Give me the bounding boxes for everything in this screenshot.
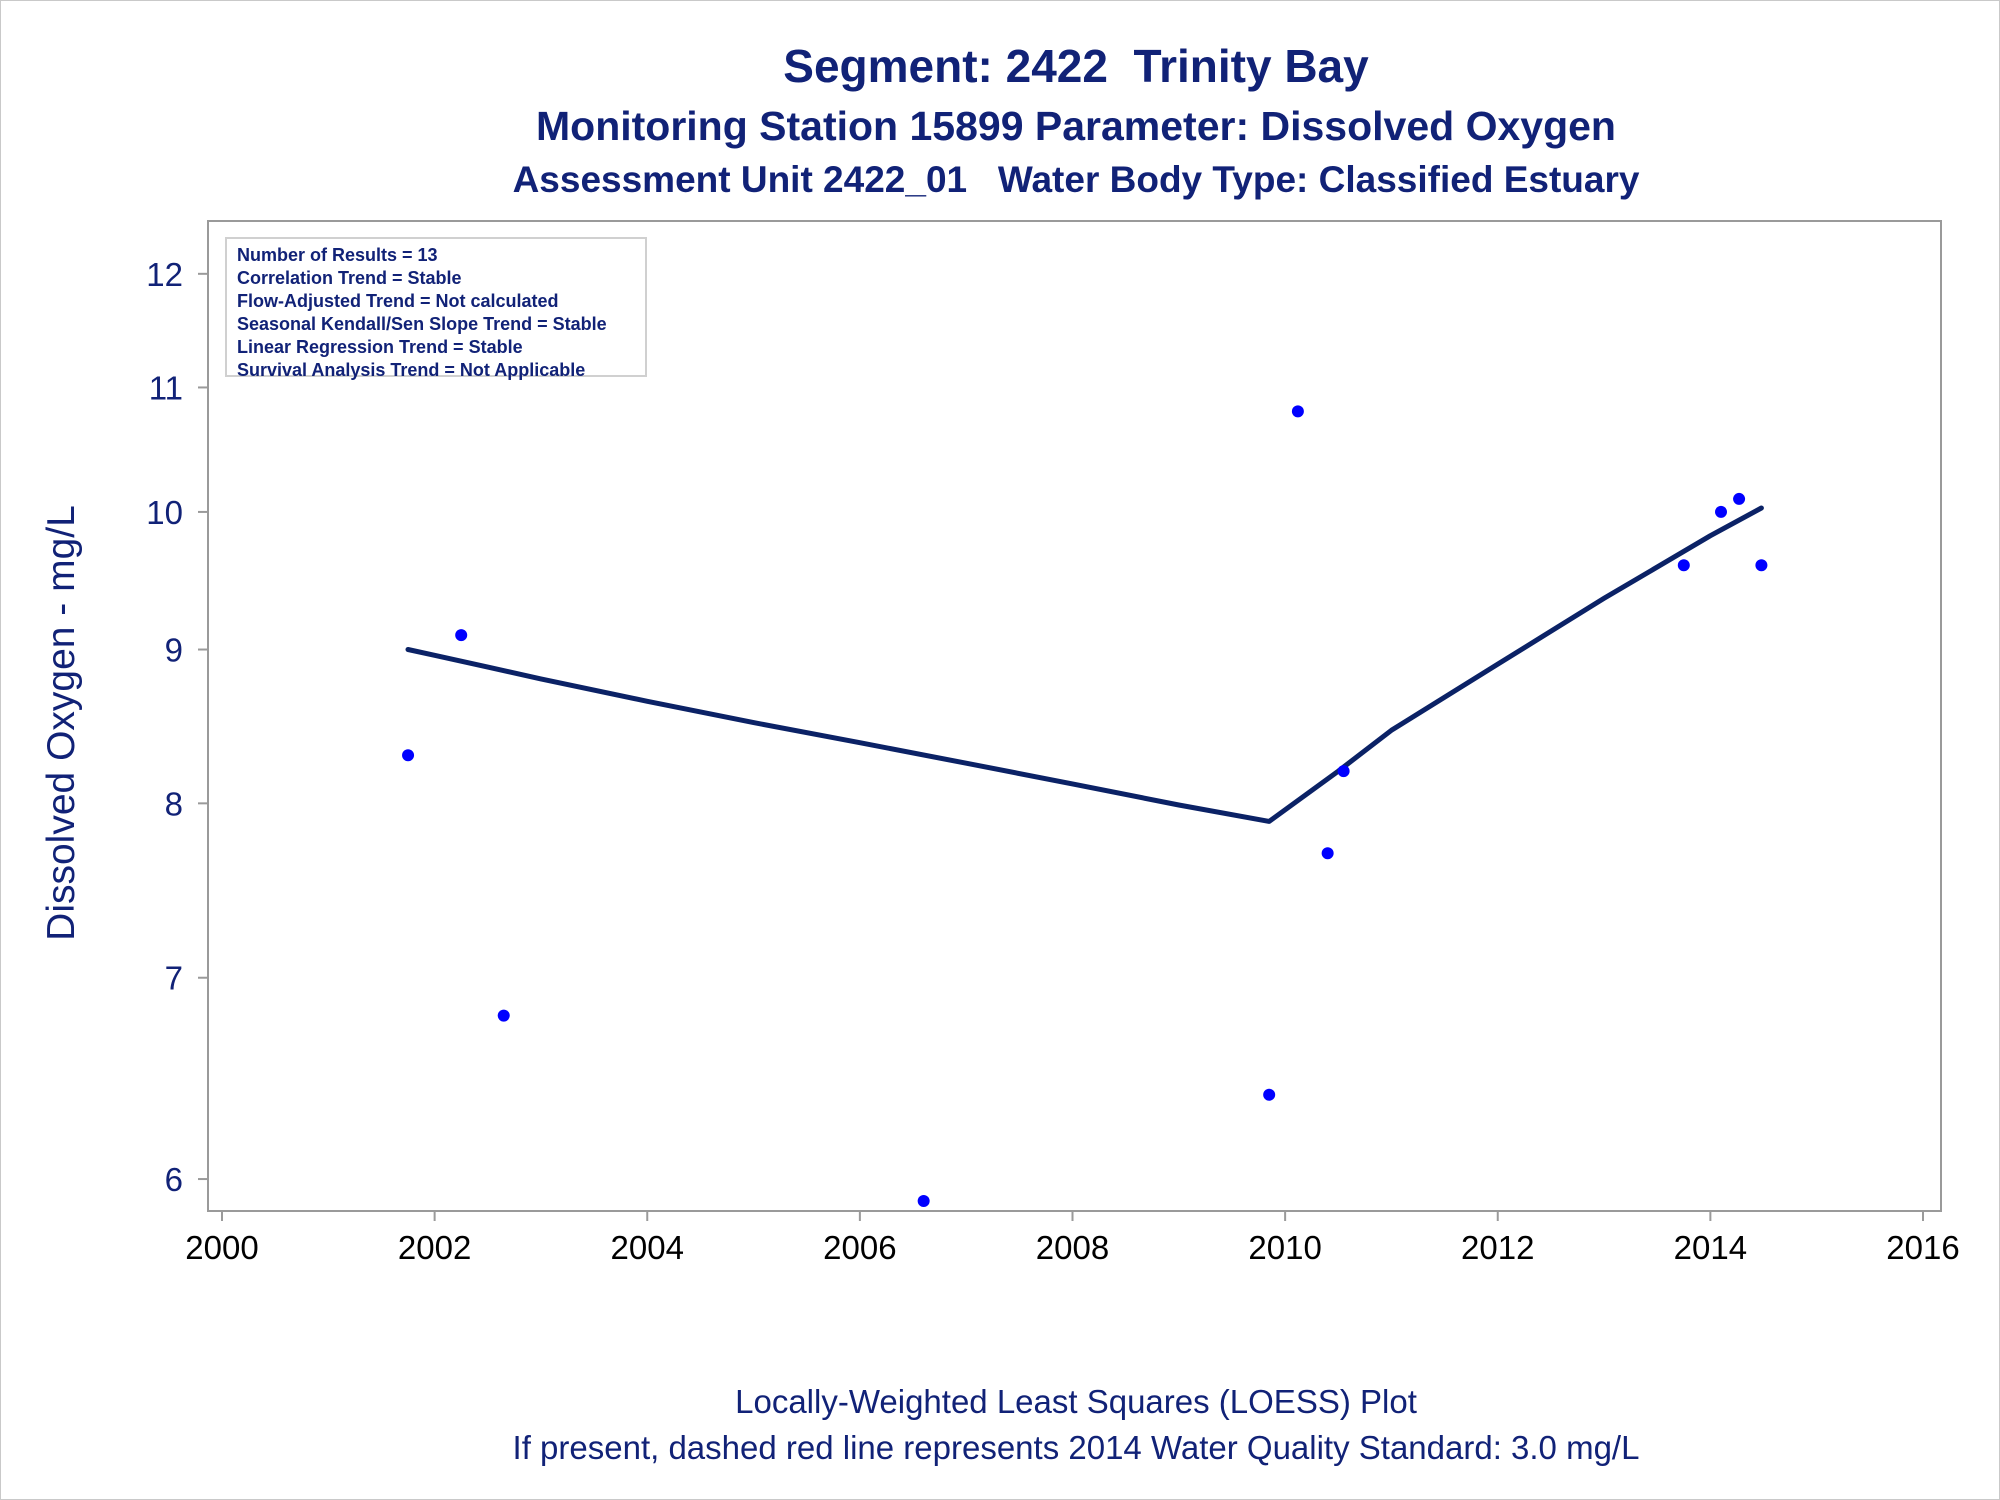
data-point [402, 749, 415, 762]
stats-line: Survival Analysis Trend = Not Applicable [237, 360, 586, 380]
y-axis-label: Dissolved Oxygen - mg/L [40, 505, 83, 941]
data-point [1755, 559, 1768, 572]
x-tick-label: 2008 [1036, 1229, 1109, 1266]
y-tick-label: 9 [165, 632, 183, 669]
footnote-standard: If present, dashed red line represents 2… [512, 1429, 1640, 1466]
plot-frame [207, 220, 1942, 1212]
x-tick-label: 2006 [823, 1229, 896, 1266]
y-tick-label: 11 [149, 369, 183, 406]
data-point [1677, 559, 1690, 572]
chart-subtitle: Monitoring Station 15899 Parameter: Diss… [536, 103, 1616, 149]
data-point [455, 629, 468, 642]
loess-line [405, 505, 1764, 824]
data-point [497, 1009, 510, 1022]
data-point [1337, 765, 1350, 778]
x-tick-label: 2004 [611, 1229, 684, 1266]
stats-line: Number of Results = 13 [237, 245, 438, 265]
x-tick-label: 2014 [1674, 1229, 1747, 1266]
y-tick-label: 8 [165, 785, 183, 822]
x-tick-label: 2000 [185, 1229, 258, 1266]
stats-line: Correlation Trend = Stable [237, 268, 462, 288]
footnote-loess: Locally-Weighted Least Squares (LOESS) P… [735, 1383, 1417, 1420]
x-tick-label: 2002 [398, 1229, 471, 1266]
y-tick-label: 7 [165, 960, 183, 997]
x-tick-label: 2012 [1461, 1229, 1534, 1266]
data-point [1715, 505, 1728, 518]
stats-line: Linear Regression Trend = Stable [237, 337, 523, 357]
y-tick-label: 6 [165, 1161, 183, 1198]
data-point [1291, 405, 1304, 418]
y-tick-label: 12 [146, 256, 183, 293]
stats-line: Flow-Adjusted Trend = Not calculated [237, 291, 559, 311]
x-tick-label: 2016 [1886, 1229, 1959, 1266]
data-point [917, 1195, 930, 1207]
trend-stats-box: Number of Results = 13 Correlation Trend… [225, 237, 647, 380]
data-point [1321, 847, 1334, 860]
chart-subtitle-2: Assessment Unit 2422_01 Water Body Type:… [512, 159, 1640, 200]
stats-line: Seasonal Kendall/Sen Slope Trend = Stabl… [237, 314, 607, 334]
x-tick-label: 2010 [1248, 1229, 1321, 1266]
data-point [1733, 492, 1746, 505]
y-tick-label: 10 [146, 494, 183, 531]
chart-title: Segment: 2422 Trinity Bay [783, 40, 1369, 92]
data-point [1263, 1088, 1276, 1101]
